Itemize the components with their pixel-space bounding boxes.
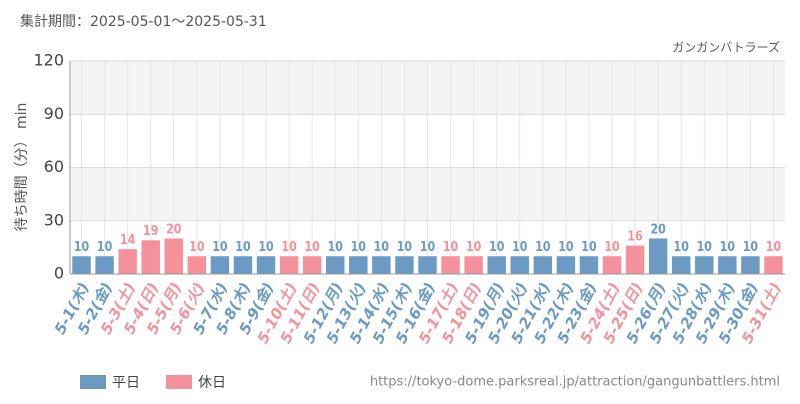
value-label: 14 (120, 232, 135, 247)
y-tick-label: 0 (54, 264, 64, 283)
value-label: 10 (581, 239, 596, 254)
value-label: 10 (766, 239, 781, 254)
bar (695, 256, 714, 274)
value-label: 10 (443, 239, 458, 254)
value-label: 10 (420, 239, 435, 254)
bar (372, 256, 391, 274)
bar (510, 256, 529, 274)
bar (487, 256, 506, 274)
bar (210, 256, 230, 274)
value-label: 20 (166, 221, 181, 236)
value-label: 10 (697, 239, 712, 254)
value-label: 10 (374, 239, 389, 254)
y-tick-label: 60 (44, 157, 64, 176)
bar (602, 256, 622, 274)
bar (302, 256, 322, 274)
chart-subtitle: ガンガンバトラーズ (672, 40, 780, 55)
value-label: 20 (650, 221, 665, 236)
value-label: 10 (74, 239, 89, 254)
bar (141, 240, 160, 274)
bar (118, 249, 137, 274)
value-label: 10 (489, 239, 504, 254)
bar (233, 256, 253, 274)
bar (671, 256, 691, 274)
bar (556, 256, 576, 274)
value-label: 10 (235, 239, 250, 254)
y-tick-label: 30 (44, 210, 64, 229)
bar (441, 256, 460, 274)
chart-title: 集計期間：2025-05-01～2025-05-31 (20, 13, 267, 30)
y-tick-label: 120 (33, 51, 64, 70)
value-label: 10 (189, 239, 204, 254)
bar (418, 256, 437, 274)
value-label: 16 (627, 229, 642, 244)
bar (395, 256, 414, 274)
value-label: 10 (351, 239, 366, 254)
value-label: 10 (258, 239, 273, 254)
bar (326, 256, 345, 274)
value-label: 10 (212, 239, 227, 254)
legend-swatch (80, 375, 106, 389)
legend-label: 平日 (112, 375, 140, 391)
value-label: 10 (512, 239, 527, 254)
bar (741, 256, 760, 274)
bar (164, 238, 184, 274)
y-axis-label: 待ち時間（分） min (14, 103, 30, 232)
bar (187, 256, 207, 274)
value-label: 10 (720, 239, 735, 254)
bar (256, 256, 276, 274)
bar (625, 245, 645, 274)
bar (764, 256, 783, 274)
bar (72, 256, 91, 274)
value-label: 10 (304, 239, 319, 254)
value-label: 10 (281, 239, 296, 254)
value-label: 10 (397, 239, 412, 254)
value-label: 10 (466, 239, 481, 254)
bar (349, 256, 368, 274)
bar (464, 256, 483, 274)
bar (648, 238, 668, 274)
bar (579, 256, 599, 274)
value-label: 10 (674, 239, 689, 254)
value-label: 10 (743, 239, 758, 254)
legend-label: 休日 (198, 375, 226, 391)
value-label: 10 (535, 239, 550, 254)
y-tick-label: 90 (44, 104, 64, 123)
bar (718, 256, 737, 274)
value-label: 10 (97, 239, 112, 254)
bar (279, 256, 299, 274)
legend-swatch (166, 375, 192, 389)
value-label: 10 (604, 239, 619, 254)
footer-url: https://tokyo-dome.parksreal.jp/attracti… (370, 375, 780, 390)
value-label: 10 (558, 239, 573, 254)
value-label: 10 (328, 239, 343, 254)
bar (533, 256, 553, 274)
bar (95, 256, 114, 274)
value-label: 19 (143, 223, 158, 238)
